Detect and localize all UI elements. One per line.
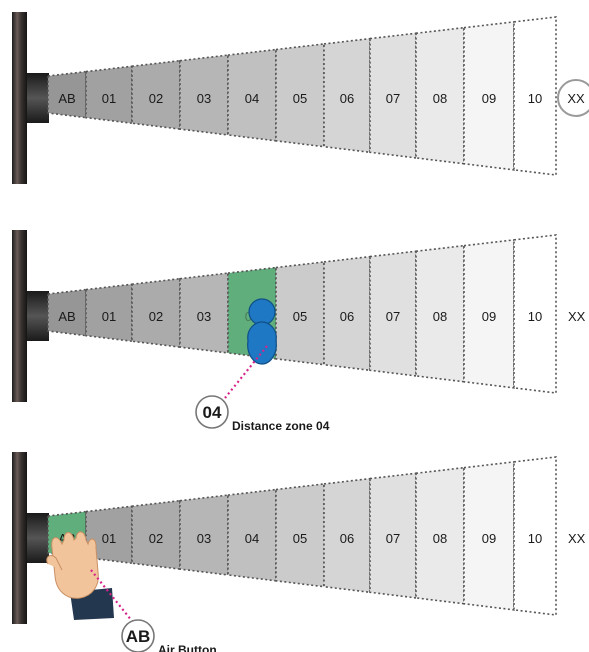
zone-07 xyxy=(369,32,417,159)
zone-label-07: 07 xyxy=(386,309,400,324)
zone-10 xyxy=(513,456,557,616)
xx-circle xyxy=(557,79,589,117)
zone-label-09: 09 xyxy=(482,91,496,106)
zone-label-08: 08 xyxy=(433,91,447,106)
zone-label-06: 06 xyxy=(340,91,354,106)
hand-thumb xyxy=(46,555,63,571)
zone-03 xyxy=(179,54,229,136)
person-head xyxy=(248,298,276,326)
xx-label: XX xyxy=(568,309,586,324)
zone-05 xyxy=(275,261,325,366)
zone-label-04: 04 xyxy=(245,531,259,546)
zone-label-ab: AB xyxy=(58,91,75,106)
zone-06 xyxy=(323,255,371,372)
zone-label-01: 01 xyxy=(102,531,116,546)
zone-label-05: 05 xyxy=(293,91,307,106)
zone-label-10: 10 xyxy=(528,531,542,546)
zone-05 xyxy=(275,43,325,148)
callout-badge xyxy=(121,619,155,652)
zone-02 xyxy=(131,59,181,131)
callout-line xyxy=(90,569,137,627)
person-body xyxy=(247,321,277,365)
zone-02 xyxy=(131,499,181,571)
zone-label-10: 10 xyxy=(528,309,542,324)
callout-text: Distance zone 04 xyxy=(232,419,330,433)
zone-08 xyxy=(415,466,465,605)
zone-label-ab: AB xyxy=(58,309,75,324)
zone-label-08: 08 xyxy=(433,309,447,324)
zone-label-02: 02 xyxy=(149,91,163,106)
zone-label-02: 02 xyxy=(149,531,163,546)
zone-06 xyxy=(323,477,371,594)
device-body xyxy=(12,12,27,184)
zone-label-03: 03 xyxy=(197,91,211,106)
zone-label-07: 07 xyxy=(386,531,400,546)
callout-line xyxy=(224,345,268,399)
zone-label-09: 09 xyxy=(482,531,496,546)
zone-label-04: 04 xyxy=(245,91,259,106)
zone-ab xyxy=(47,70,87,119)
zone-08 xyxy=(415,244,465,383)
sensor-head xyxy=(27,291,49,341)
person-icon xyxy=(247,298,277,365)
zone-08 xyxy=(415,26,465,165)
zone-03 xyxy=(179,272,229,354)
zone-label-03: 03 xyxy=(197,531,211,546)
zone-label-09: 09 xyxy=(482,309,496,324)
zone-label-06: 06 xyxy=(340,309,354,324)
callout-badge-text: 04 xyxy=(203,403,222,422)
zone-01 xyxy=(85,283,133,343)
zone-label-02: 02 xyxy=(149,309,163,324)
xx-label: XX xyxy=(568,531,586,546)
device-body xyxy=(12,452,27,624)
zone-label-03: 03 xyxy=(197,309,211,324)
zone-01 xyxy=(85,65,133,125)
zone-05 xyxy=(275,483,325,588)
zone-07 xyxy=(369,250,417,377)
sensor-head xyxy=(27,513,49,563)
zone-01 xyxy=(85,505,133,565)
zone-ab xyxy=(47,288,87,337)
zone-label-10: 10 xyxy=(528,91,542,106)
zone-07 xyxy=(369,472,417,599)
zone-06 xyxy=(323,37,371,154)
xx-label: XX xyxy=(567,91,585,106)
hand-palm xyxy=(51,531,99,599)
zone-label-05: 05 xyxy=(293,531,307,546)
callout-badge xyxy=(195,395,229,429)
callout-badge-text: AB xyxy=(126,627,151,646)
zone-10 xyxy=(513,16,557,176)
zone-03 xyxy=(179,494,229,576)
zone-label-08: 08 xyxy=(433,531,447,546)
hand-icon xyxy=(46,531,114,620)
device-body xyxy=(12,230,27,402)
zone-label-05: 05 xyxy=(293,309,307,324)
zone-label-06: 06 xyxy=(340,531,354,546)
zone-label-01: 01 xyxy=(102,309,116,324)
callout-text: Air Button xyxy=(158,643,217,652)
sensor-head xyxy=(27,73,49,123)
panel-1: AB 01 02 03 04 05 06 07 08 09 10 XX xyxy=(12,12,589,184)
zone-02 xyxy=(131,277,181,349)
panel-2: AB01020304050607080910XX04Distance zone … xyxy=(12,230,586,433)
zone-10 xyxy=(513,234,557,394)
zone-label-01: 01 xyxy=(102,91,116,106)
zone-label-07: 07 xyxy=(386,91,400,106)
panel-3: AB01020304050607080910XXABAir Button xyxy=(12,452,586,652)
